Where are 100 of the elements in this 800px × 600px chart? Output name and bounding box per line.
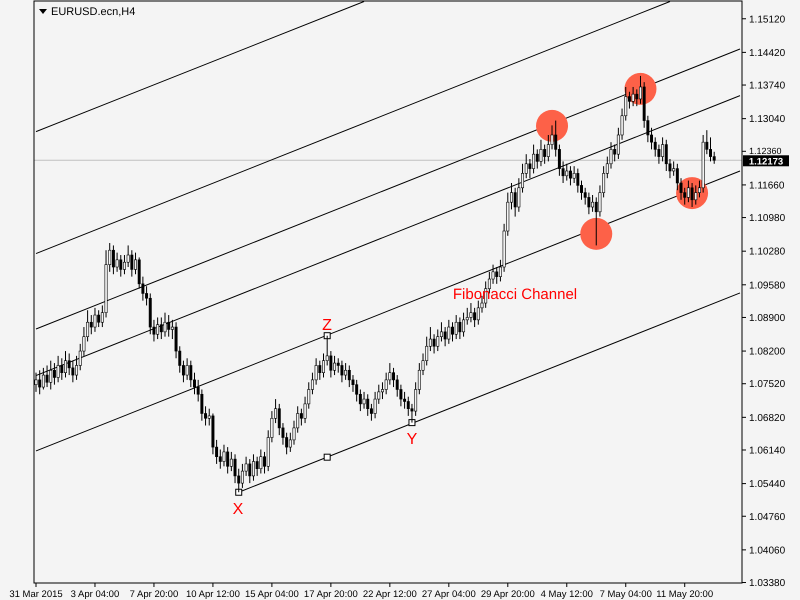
candlestick bbox=[587, 192, 590, 215]
x-tick-label: 22 Apr 12:00 bbox=[362, 589, 417, 600]
x-tick-label: 27 Apr 04:00 bbox=[422, 589, 476, 600]
candlestick bbox=[112, 244, 115, 275]
x-tick-label: 3 Apr 04:00 bbox=[70, 589, 120, 600]
x-tick-label: 31 Mar 2015 bbox=[9, 589, 63, 600]
point bbox=[408, 419, 416, 426]
candlestick bbox=[336, 358, 340, 374]
candlestick bbox=[661, 136, 664, 162]
x-tick-label: 29 Apr 20:00 bbox=[480, 589, 535, 600]
x-tick-label: 17 Apr 20:00 bbox=[304, 589, 358, 600]
candlestick bbox=[156, 316, 160, 340]
candlestick bbox=[355, 379, 358, 402]
point bbox=[324, 332, 331, 340]
y-tick-label: 1.11660 bbox=[749, 180, 785, 192]
candlestick bbox=[366, 394, 370, 416]
y-tick-label: 1.05440 bbox=[749, 479, 786, 490]
candlestick bbox=[167, 314, 170, 338]
annotation: X bbox=[232, 501, 244, 518]
candlestick bbox=[340, 360, 344, 383]
y-tick-label: 1.07520 bbox=[749, 379, 786, 390]
candlestick bbox=[543, 144, 546, 164]
point bbox=[536, 110, 568, 142]
candlestick bbox=[447, 319, 450, 344]
text: EURUSD.ecn,H4 bbox=[51, 6, 136, 18]
candlestick bbox=[536, 148, 539, 170]
candlestick bbox=[469, 302, 472, 323]
candlestick bbox=[454, 314, 458, 340]
candlestick bbox=[594, 196, 598, 246]
candlestick bbox=[348, 364, 351, 388]
candlestick bbox=[384, 372, 388, 395]
candlestick bbox=[514, 187, 517, 218]
candlestick bbox=[632, 86, 635, 107]
y-tick-label: 1.03380 bbox=[749, 578, 786, 590]
candlestick bbox=[458, 316, 462, 340]
candlestick bbox=[186, 358, 189, 380]
y-tick-label: 1.06140 bbox=[749, 445, 786, 456]
candlestick bbox=[539, 139, 542, 167]
candlestick bbox=[160, 316, 163, 340]
y-tick-label: 1.06820 bbox=[749, 412, 786, 424]
candlestick bbox=[694, 184, 698, 206]
candlestick bbox=[565, 163, 568, 182]
y-tick-label: 1.13740 bbox=[749, 80, 786, 92]
candlestick bbox=[226, 446, 230, 474]
y-tick-label: 1.09580 bbox=[749, 280, 786, 292]
candlestick bbox=[318, 360, 322, 380]
candlestick bbox=[473, 307, 476, 328]
candlestick bbox=[528, 158, 532, 179]
x-tick-label: 4 May 12:00 bbox=[540, 589, 593, 600]
candlestick bbox=[690, 182, 694, 208]
candlestick bbox=[444, 326, 447, 347]
candlestick bbox=[657, 144, 660, 164]
candlestick bbox=[248, 458, 252, 484]
candlestick bbox=[222, 444, 226, 467]
candlestick bbox=[230, 451, 233, 472]
candlestick bbox=[116, 252, 119, 272]
candlestick bbox=[164, 312, 166, 338]
candlestick bbox=[476, 300, 480, 326]
candlestick bbox=[591, 194, 594, 212]
candlestick bbox=[374, 391, 377, 419]
y-tick-label: 1.08900 bbox=[749, 312, 786, 324]
candlestick bbox=[90, 314, 93, 335]
candlestick bbox=[329, 350, 332, 378]
ref-line-label: 1.12173 bbox=[748, 156, 784, 168]
annotation: Z bbox=[322, 317, 332, 334]
candlestick bbox=[218, 449, 222, 470]
candlestick bbox=[635, 88, 638, 107]
y-tick-label: 1.14420 bbox=[749, 48, 786, 59]
y-tick-label: 1.13040 bbox=[749, 114, 786, 126]
candlestick bbox=[572, 166, 576, 184]
candlestick bbox=[93, 307, 96, 332]
y-tick-label: 1.10980 bbox=[749, 213, 786, 224]
y-tick-label: 1.04760 bbox=[749, 512, 786, 523]
x-tick-label: 7 May 04:00 bbox=[600, 589, 652, 600]
candlestick bbox=[495, 266, 498, 284]
candlestick bbox=[532, 144, 536, 174]
candlestick bbox=[200, 388, 204, 422]
candlestick bbox=[358, 388, 362, 412]
y-tick-label: 1.08200 bbox=[749, 346, 786, 358]
y-tick-label: 1.15120 bbox=[749, 14, 786, 26]
y-tick-label: 1.04060 bbox=[749, 545, 786, 556]
x-tick-label: 10 Apr 12:00 bbox=[186, 589, 240, 600]
candlestick bbox=[568, 166, 572, 186]
candlestick bbox=[370, 403, 373, 422]
candlestick bbox=[362, 391, 366, 410]
candlestick bbox=[252, 454, 255, 482]
point bbox=[235, 488, 242, 496]
x-tick-label: 11 May 20:00 bbox=[656, 589, 714, 600]
y-tick-label: 1.10280 bbox=[749, 246, 786, 258]
candlestick bbox=[256, 456, 259, 476]
point bbox=[580, 218, 612, 250]
candlestick bbox=[462, 312, 466, 338]
y-tick-label: 1.12360 bbox=[749, 146, 782, 156]
candlestick bbox=[432, 334, 436, 354]
candlestick bbox=[259, 449, 262, 474]
candlestick bbox=[451, 322, 454, 342]
x-tick-label: 7 Apr 20:00 bbox=[130, 589, 178, 600]
annotation: Y bbox=[406, 431, 418, 448]
x-tick-label: 15 Apr 04:00 bbox=[244, 589, 299, 600]
candlestick bbox=[130, 250, 134, 278]
